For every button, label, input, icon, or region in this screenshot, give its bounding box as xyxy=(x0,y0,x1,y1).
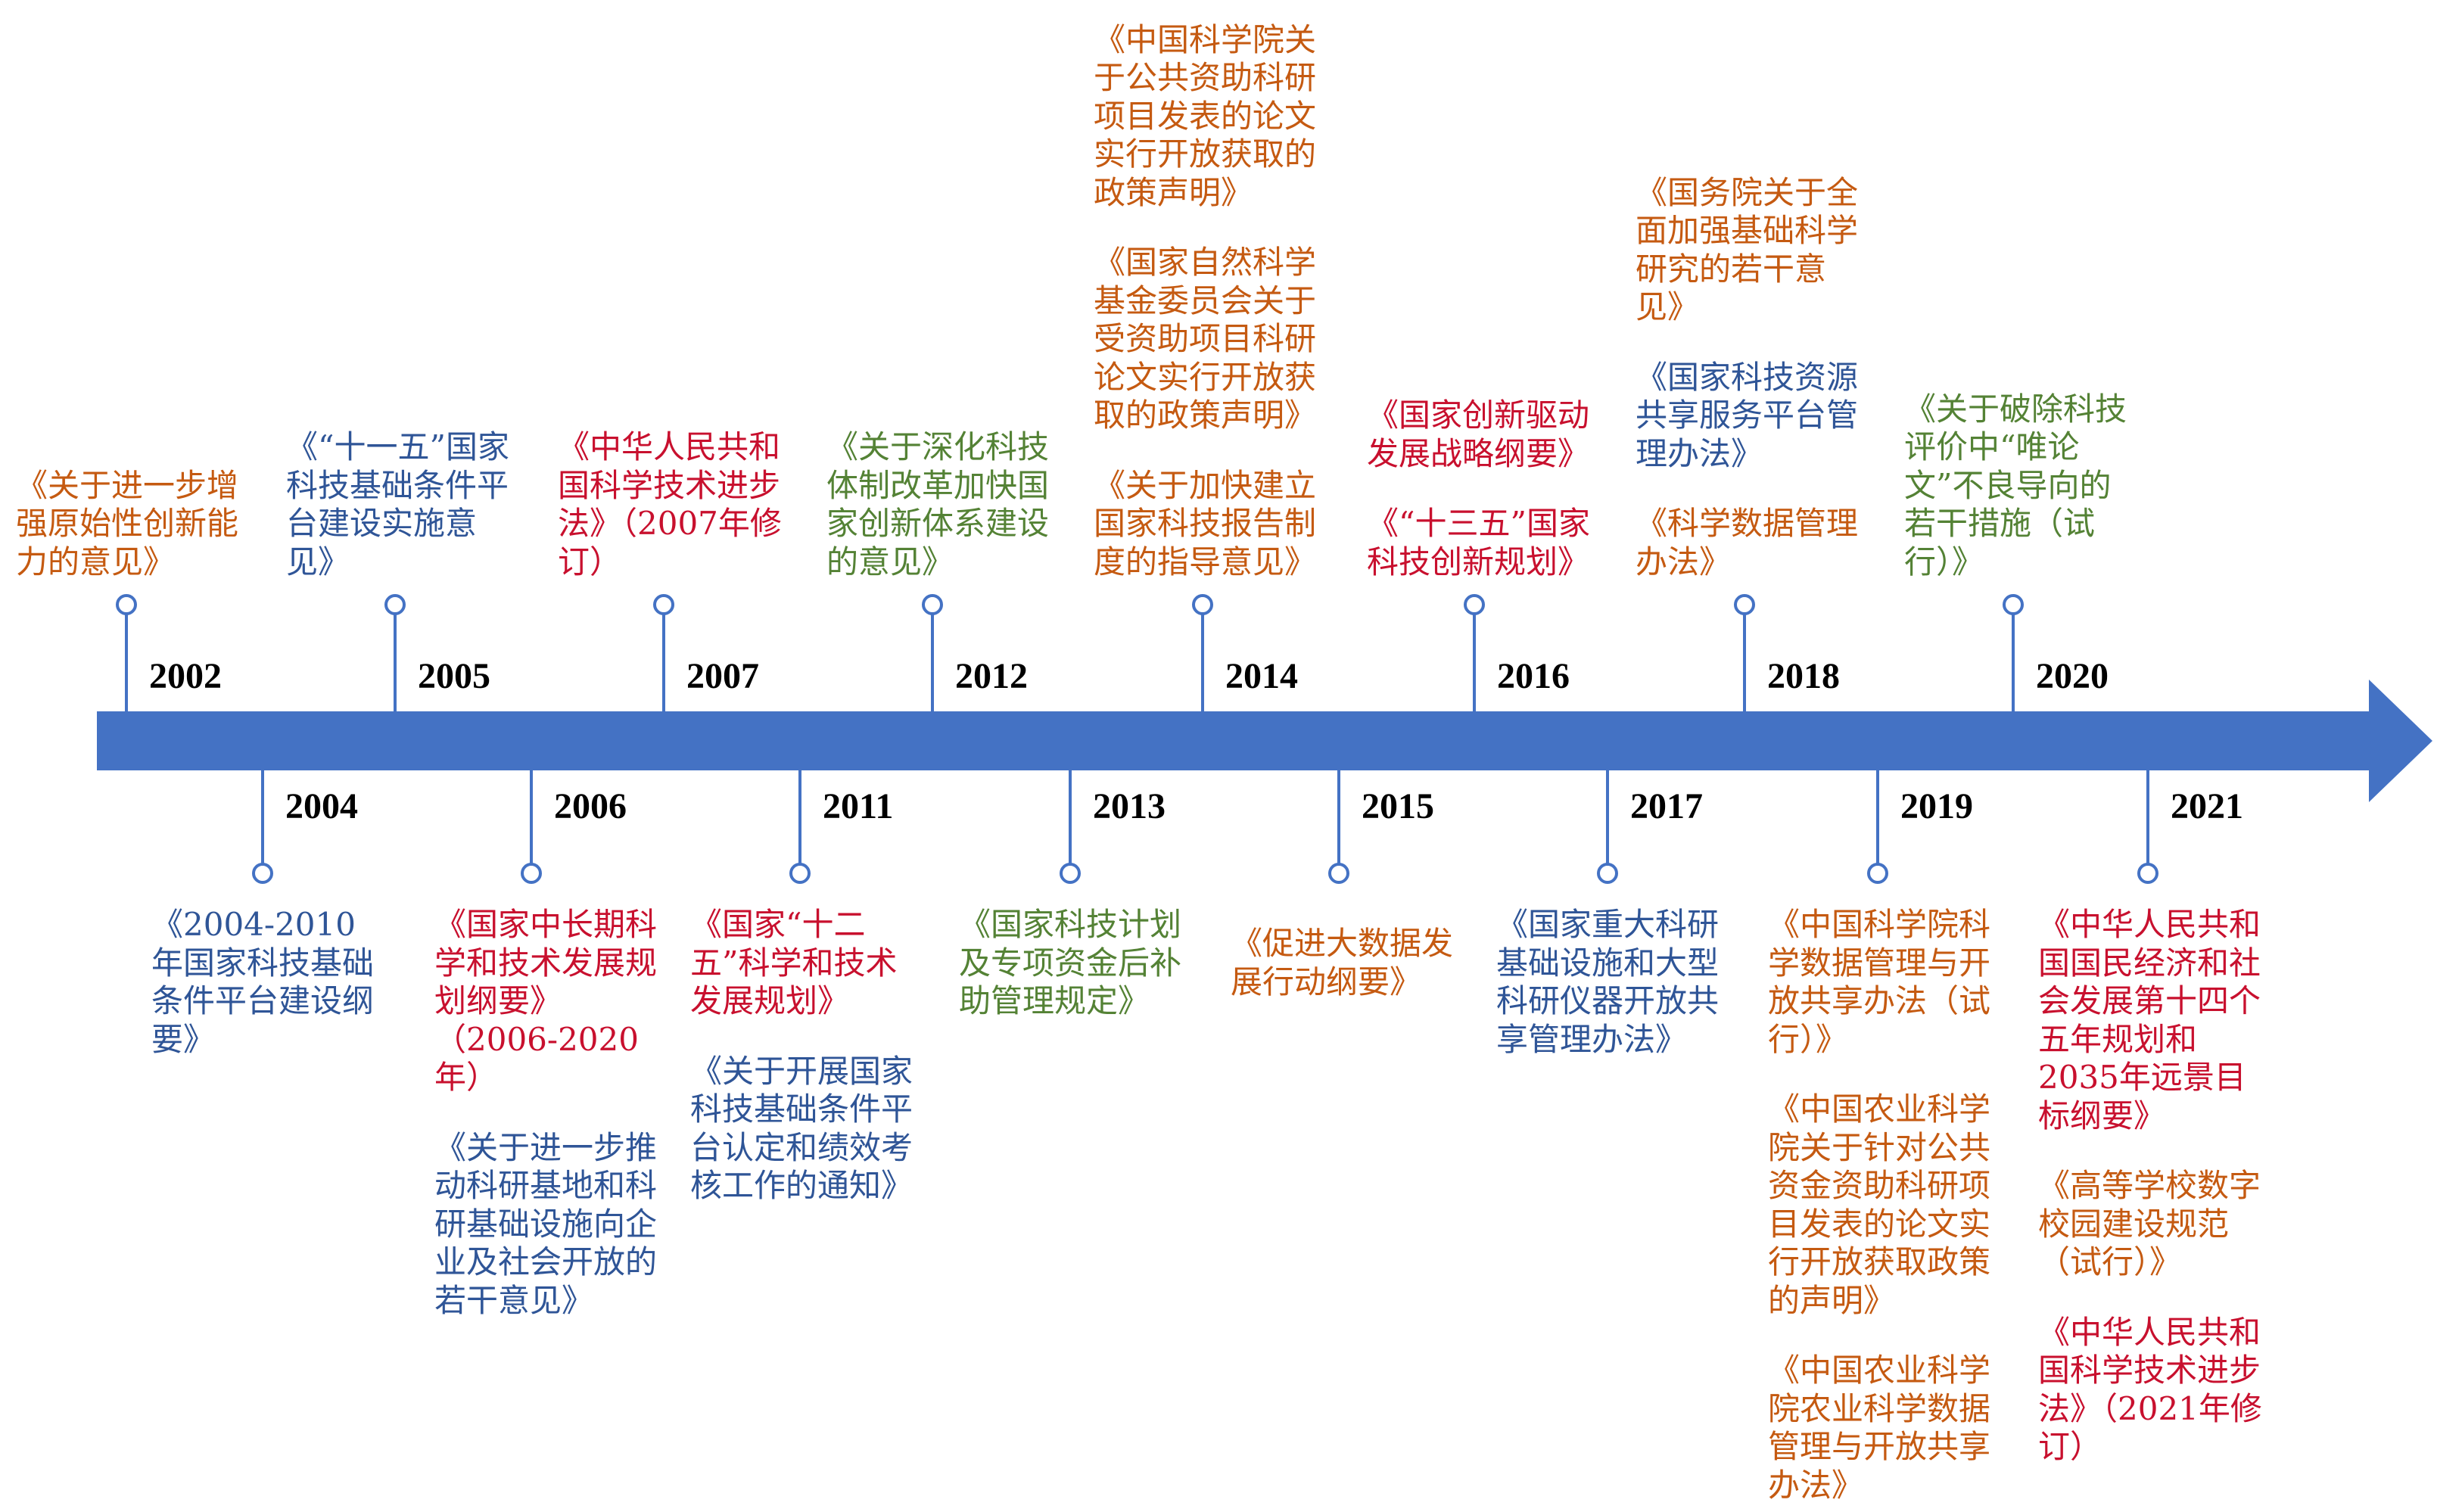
year-label: 2006 xyxy=(554,786,627,826)
year-label: 2007 xyxy=(686,656,759,696)
policy-document: 《国家中长期科学和技术发展规划纲要》（2006-2020年） xyxy=(434,906,658,1096)
year-label: 2014 xyxy=(1225,656,1298,696)
milestone-marker-2020 xyxy=(2003,594,2024,615)
policy-document: 《高等学校数字校园建设规范（试行）》 xyxy=(2038,1167,2261,1280)
policy-list-2006: 《国家中长期科学和技术发展规划纲要》（2006-2020年） 《关于进一步推动科研… xyxy=(434,906,661,1320)
milestone-marker-2005 xyxy=(384,594,406,615)
policy-document: 《中华人民共和国科学技术进步法》（2007年修订） xyxy=(558,428,782,580)
milestone-marker-2002 xyxy=(116,594,137,615)
policy-document: 《中华人民共和国国民经济和社会发展第十四个五年规划和2035年远景目标纲要》 xyxy=(2038,906,2261,1134)
policy-list-2020: 《关于破除科技评价中“唯论文”不良导向的若干措施（试行）》 xyxy=(1904,390,2131,582)
year-label: 2011 xyxy=(823,786,894,826)
milestone-connector xyxy=(261,769,264,864)
policy-document: 《中国科学院科学数据管理与开放共享办法（试行）》 xyxy=(1768,906,1991,1058)
timeline-axis xyxy=(97,680,2432,802)
policy-list-2015: 《促进大数据发展行动纲要》 xyxy=(1231,925,1458,1001)
policy-document: 《国家自然科学基金委员会关于受资助项目科研论文实行开放获取的政策声明》 xyxy=(1094,244,1317,434)
policy-document: 《关于深化科技体制改革加快国家创新体系建设的意见》 xyxy=(826,428,1050,580)
policy-document: 《关于加快建立国家科技报告制度的指导意见》 xyxy=(1094,466,1317,580)
policy-document: 《国务院关于全面加强基础科学研究的若干意见》 xyxy=(1636,173,1859,326)
milestone-connector xyxy=(1876,769,1879,864)
milestone-connector xyxy=(530,769,533,864)
milestone-marker-2006 xyxy=(521,863,542,884)
policy-document: 《促进大数据发展行动纲要》 xyxy=(1231,925,1454,1000)
policy-list-2011: 《国家“十二五”科学和技术发展规划》《关于开展国家科技基础条件平台认定和绩效考核… xyxy=(690,906,917,1206)
policy-document: 《关于破除科技评价中“唯论文”不良导向的若干措施（试行）》 xyxy=(1904,390,2127,580)
policy-list-2005: 《“十一五”国家科技基础条件平台建设实施意见》 xyxy=(286,428,513,581)
policy-document: 《国家创新驱动发展战略纲要》 xyxy=(1367,397,1590,472)
year-label: 2004 xyxy=(285,786,358,826)
policy-list-2019: 《中国科学院科学数据管理与开放共享办法（试行）》《中国农业科学院关于针对公共资金… xyxy=(1768,906,1995,1504)
policy-document: 《科学数据管理办法》 xyxy=(1636,505,1859,580)
policy-list-2013: 《国家科技计划及专项资金后补助管理规定》 xyxy=(959,906,1186,1021)
year-label: 2020 xyxy=(2036,656,2109,696)
policy-document: 《国家重大科研基础设施和大型科研仪器开放共享管理办法》 xyxy=(1496,906,1720,1058)
milestone-marker-2007 xyxy=(653,594,674,615)
milestone-connector xyxy=(394,614,397,713)
year-label: 2002 xyxy=(149,656,222,696)
policy-list-2021: 《中华人民共和国国民经济和社会发展第十四个五年规划和2035年远景目标纲要》《高… xyxy=(2038,906,2265,1467)
policy-document: 《中国科学院关于公共资助科研项目发表的论文实行开放获取的政策声明》 xyxy=(1094,20,1317,211)
milestone-connector xyxy=(1337,769,1340,864)
milestone-marker-2012 xyxy=(922,594,943,615)
year-label: 2017 xyxy=(1630,786,1703,826)
policy-document: 《国家“十二五”科学和技术发展规划》 xyxy=(690,906,898,1019)
year-label: 2013 xyxy=(1093,786,1166,826)
year-label: 2018 xyxy=(1767,656,1840,696)
milestone-connector xyxy=(125,614,128,713)
milestone-connector xyxy=(2146,769,2149,864)
year-label: 2015 xyxy=(1362,786,1434,826)
policy-list-2007: 《中华人民共和国科学技术进步法》（2007年修订） xyxy=(558,428,785,581)
policy-list-2017: 《国家重大科研基础设施和大型科研仪器开放共享管理办法》 xyxy=(1496,906,1723,1059)
policy-document: 《国家科技资源共享服务平台管理办法》 xyxy=(1636,358,1859,472)
policy-document: 《“十一五”国家科技基础条件平台建设实施意见》 xyxy=(286,428,509,580)
policy-list-2012: 《关于深化科技体制改革加快国家创新体系建设的意见》 xyxy=(826,428,1054,581)
year-label: 2016 xyxy=(1497,656,1570,696)
milestone-marker-2021 xyxy=(2137,863,2158,884)
milestone-connector xyxy=(1473,614,1476,713)
year-label: 2019 xyxy=(1900,786,1973,826)
milestone-marker-2017 xyxy=(1597,863,1618,884)
policy-document: 《关于进一步推动科研基地和科研基础设施向企业及社会开放的若干意见》 xyxy=(434,1128,658,1319)
milestone-connector xyxy=(1743,614,1746,713)
policy-list-2002: 《关于进一步增强原始性创新能力的意见》 xyxy=(16,467,243,582)
milestone-connector xyxy=(662,614,665,713)
policy-document: 《“十三五”国家科技创新规划》 xyxy=(1367,505,1590,580)
milestone-marker-2019 xyxy=(1867,863,1888,884)
milestone-connector xyxy=(1606,769,1609,864)
policy-document: 《中国农业科学院关于针对公共资金资助科研项目发表的论文实行开放获取政策的声明》 xyxy=(1768,1090,1991,1319)
milestone-connector xyxy=(1201,614,1204,713)
year-label: 2021 xyxy=(2171,786,2243,826)
milestone-marker-2011 xyxy=(789,863,811,884)
milestone-connector xyxy=(798,769,801,864)
policy-document: 《中华人民共和国科学技术进步法》（2021年修订） xyxy=(2038,1313,2262,1466)
policy-document: 《2004-2010年国家科技基础条件平台建设纲要》 xyxy=(151,906,375,1058)
year-label: 2012 xyxy=(955,656,1028,696)
milestone-marker-2018 xyxy=(1734,594,1755,615)
milestone-marker-2013 xyxy=(1060,863,1081,884)
milestone-connector xyxy=(1069,769,1072,864)
policy-document: 《国家科技计划及专项资金后补助管理规定》 xyxy=(959,906,1182,1019)
milestone-marker-2015 xyxy=(1328,863,1349,884)
policy-list-2018: 《国务院关于全面加强基础科学研究的若干意见》《国家科技资源共享服务平台管理办法》… xyxy=(1636,174,1863,582)
policy-document: 《关于进一步增强原始性创新能力的意见》 xyxy=(16,466,239,580)
milestone-connector xyxy=(2012,614,2015,713)
policy-list-2004: 《2004-2010年国家科技基础条件平台建设纲要》 xyxy=(151,906,378,1059)
policy-document: 《中国农业科学院农业科学数据管理与开放共享办法》 xyxy=(1768,1352,1991,1504)
policy-list-2016: 《国家创新驱动发展战略纲要》 《“十三五”国家科技创新规划》 xyxy=(1367,397,1594,581)
milestone-connector xyxy=(931,614,934,713)
policy-document: 《关于开展国家科技基础条件平台认定和绩效考核工作的通知》 xyxy=(690,1052,913,1205)
policy-list-2014: 《中国科学院关于公共资助科研项目发表的论文实行开放获取的政策声明》 《国家自然科学… xyxy=(1094,21,1321,582)
milestone-marker-2004 xyxy=(252,863,273,884)
milestone-marker-2016 xyxy=(1464,594,1485,615)
milestone-marker-2014 xyxy=(1192,594,1213,615)
year-label: 2005 xyxy=(418,656,490,696)
